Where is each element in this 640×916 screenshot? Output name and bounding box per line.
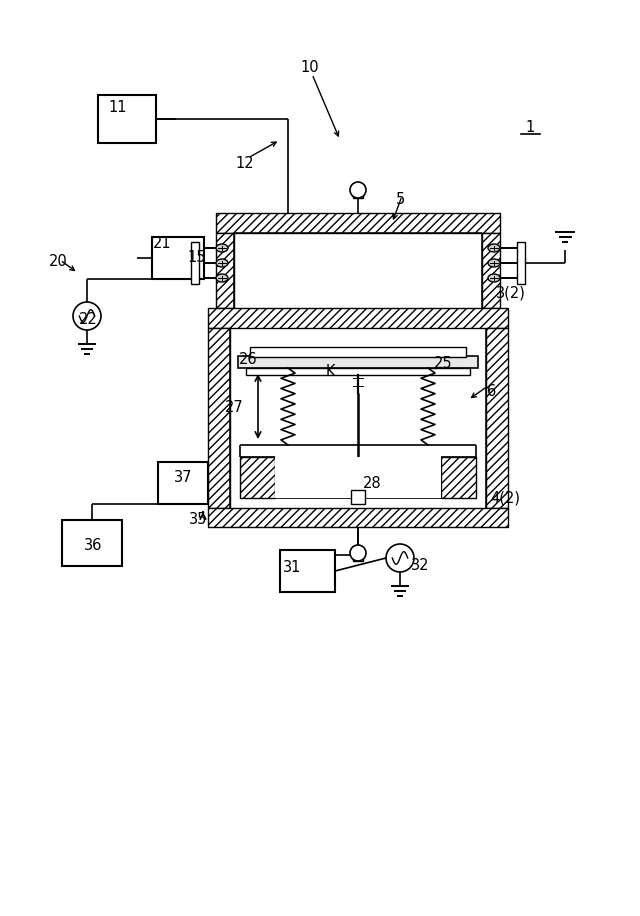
Text: 3(2): 3(2) (496, 286, 526, 300)
Text: 11: 11 (109, 101, 127, 115)
Bar (482, 233, 500, 308)
Text: 26: 26 (239, 353, 257, 367)
Bar (486, 328, 508, 508)
Text: 10: 10 (301, 60, 319, 75)
Bar (353, 190, 363, 198)
Text: 1: 1 (525, 121, 534, 136)
Text: 37: 37 (173, 470, 192, 485)
Text: 36: 36 (84, 538, 102, 552)
Text: 5: 5 (396, 192, 404, 208)
Bar (208, 308, 508, 328)
Bar (517, 242, 525, 284)
Circle shape (386, 544, 414, 572)
Circle shape (73, 302, 101, 330)
Text: 20: 20 (49, 255, 67, 269)
Bar (351, 490, 365, 504)
Bar (246, 368, 470, 375)
Bar (250, 347, 466, 357)
Text: 27: 27 (225, 400, 243, 416)
Text: 6: 6 (488, 385, 497, 399)
Ellipse shape (216, 274, 228, 282)
Bar (98, 95, 156, 143)
Text: 21: 21 (153, 235, 172, 250)
Circle shape (350, 545, 366, 561)
Bar (62, 520, 122, 566)
Text: 28: 28 (363, 475, 381, 490)
Text: 32: 32 (411, 558, 429, 572)
Text: 25: 25 (434, 355, 452, 370)
Bar (441, 457, 476, 498)
Bar (275, 457, 441, 498)
Ellipse shape (216, 244, 228, 252)
Bar (234, 233, 482, 308)
Bar (353, 553, 363, 561)
Text: K: K (325, 365, 335, 379)
Bar (216, 213, 500, 233)
Text: 4(2): 4(2) (490, 490, 520, 506)
Bar (230, 328, 486, 508)
Bar (240, 457, 275, 498)
Text: 22: 22 (79, 312, 97, 328)
Ellipse shape (216, 259, 228, 267)
Bar (191, 242, 199, 284)
Bar (238, 356, 478, 368)
Ellipse shape (488, 259, 500, 267)
Text: 12: 12 (236, 156, 254, 170)
Bar (280, 550, 335, 592)
Text: 15: 15 (188, 250, 206, 266)
Text: 31: 31 (283, 560, 301, 574)
Ellipse shape (488, 244, 500, 252)
Text: 35: 35 (189, 512, 207, 528)
Bar (216, 233, 234, 308)
Bar (152, 237, 204, 279)
Bar (158, 462, 208, 504)
Bar (208, 328, 230, 508)
Circle shape (350, 182, 366, 198)
Ellipse shape (488, 274, 500, 282)
Bar (208, 508, 508, 527)
